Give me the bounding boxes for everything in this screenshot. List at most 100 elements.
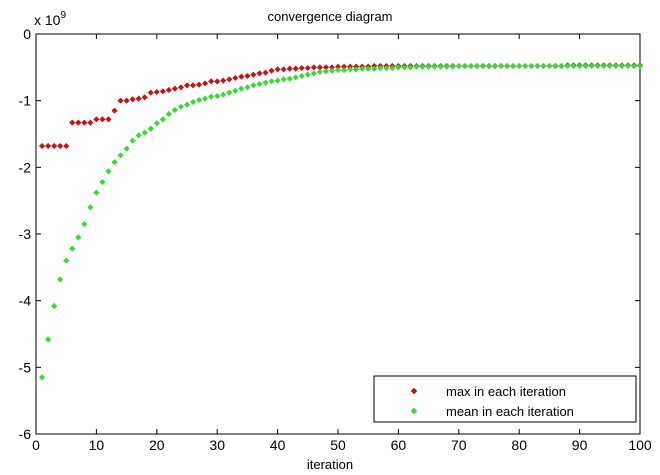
mean-point — [117, 152, 124, 159]
mean-point — [359, 65, 366, 72]
mean-point — [286, 75, 293, 82]
max-point — [189, 82, 197, 89]
mean-point — [485, 62, 493, 70]
max-point — [183, 82, 191, 89]
series-mean — [38, 62, 644, 381]
mean-point — [298, 72, 305, 80]
mean-point — [413, 63, 420, 70]
mean-point — [87, 204, 94, 211]
max-point — [123, 97, 130, 104]
mean-point — [606, 62, 613, 70]
mean-point — [510, 62, 517, 70]
x-tick-label: 50 — [330, 437, 346, 453]
y-tick-label: -6 — [19, 426, 32, 442]
max-point — [44, 142, 52, 150]
mean-point — [38, 374, 46, 381]
x-tick-label: 60 — [391, 437, 407, 453]
max-point — [99, 116, 106, 123]
mean-point — [147, 125, 154, 132]
max-point — [153, 88, 160, 96]
mean-point — [636, 62, 644, 70]
mean-point — [328, 67, 336, 74]
max-point — [141, 94, 148, 101]
mean-point — [244, 84, 251, 91]
max-point — [81, 119, 88, 126]
max-point — [165, 86, 173, 94]
mean-point — [401, 64, 408, 71]
mean-point — [624, 62, 632, 70]
mean-point — [600, 62, 607, 70]
max-point — [50, 142, 58, 150]
max-point — [280, 66, 287, 73]
max-point — [63, 142, 70, 150]
legend-box — [373, 375, 637, 423]
mean-point — [564, 62, 571, 70]
mean-point — [612, 62, 619, 70]
mean-point — [473, 62, 481, 70]
max-point — [111, 107, 118, 114]
mean-point — [528, 62, 535, 70]
mean-point — [449, 63, 456, 70]
max-point — [226, 76, 233, 83]
x-tick-label: 80 — [511, 437, 527, 453]
max-point — [208, 78, 215, 85]
mean-point — [123, 145, 130, 152]
mean-point — [232, 87, 239, 94]
chart-title: convergence diagram — [267, 9, 392, 24]
mean-point — [280, 76, 287, 83]
mean-point — [467, 62, 475, 70]
max-point — [147, 89, 154, 96]
x-tick-label: 20 — [149, 437, 165, 453]
mean-point — [310, 70, 317, 77]
max-point — [69, 119, 76, 126]
mean-point — [503, 62, 511, 70]
mean-point — [201, 95, 209, 102]
y-tick-label: -5 — [19, 359, 32, 375]
max-point — [238, 73, 245, 80]
mean-point — [93, 189, 100, 196]
mean-point — [262, 79, 269, 86]
mean-point — [461, 62, 468, 70]
mean-point — [183, 101, 191, 108]
mean-point — [44, 336, 52, 343]
mean-point — [346, 66, 354, 73]
legend-marker-mean — [410, 407, 418, 415]
mean-point — [352, 66, 360, 73]
mean-point — [582, 62, 589, 70]
mean-point — [105, 168, 112, 175]
mean-point — [395, 64, 402, 71]
mean-point — [497, 62, 505, 70]
mean-point — [594, 62, 601, 70]
mean-point — [238, 85, 245, 92]
max-point — [135, 95, 142, 102]
mean-point — [389, 64, 396, 72]
y-tick-label: -3 — [19, 226, 32, 242]
mean-point — [425, 63, 432, 70]
mean-point — [304, 71, 311, 78]
mean-point — [630, 62, 638, 70]
max-point — [117, 97, 124, 104]
mean-point — [171, 106, 179, 114]
mean-point — [522, 62, 529, 70]
mean-point — [129, 137, 136, 144]
max-point — [38, 142, 46, 150]
mean-point — [431, 63, 438, 70]
plot-area — [35, 33, 641, 435]
mean-point — [159, 116, 166, 123]
mean-point — [552, 62, 559, 70]
mean-point — [437, 63, 444, 70]
mean-point — [135, 132, 142, 139]
y-tick-label: -1 — [19, 93, 32, 109]
legend-label-mean: mean in each iteration — [446, 404, 574, 419]
mean-point — [546, 62, 553, 70]
max-point — [262, 69, 269, 76]
mean-point — [570, 62, 577, 70]
mean-point — [558, 62, 565, 70]
mean-point — [57, 276, 64, 283]
mean-point — [195, 96, 203, 104]
max-point — [177, 84, 185, 91]
mean-point — [189, 98, 197, 106]
y-tick-label: -4 — [19, 293, 32, 309]
mean-point — [540, 62, 547, 70]
max-point — [244, 72, 251, 80]
